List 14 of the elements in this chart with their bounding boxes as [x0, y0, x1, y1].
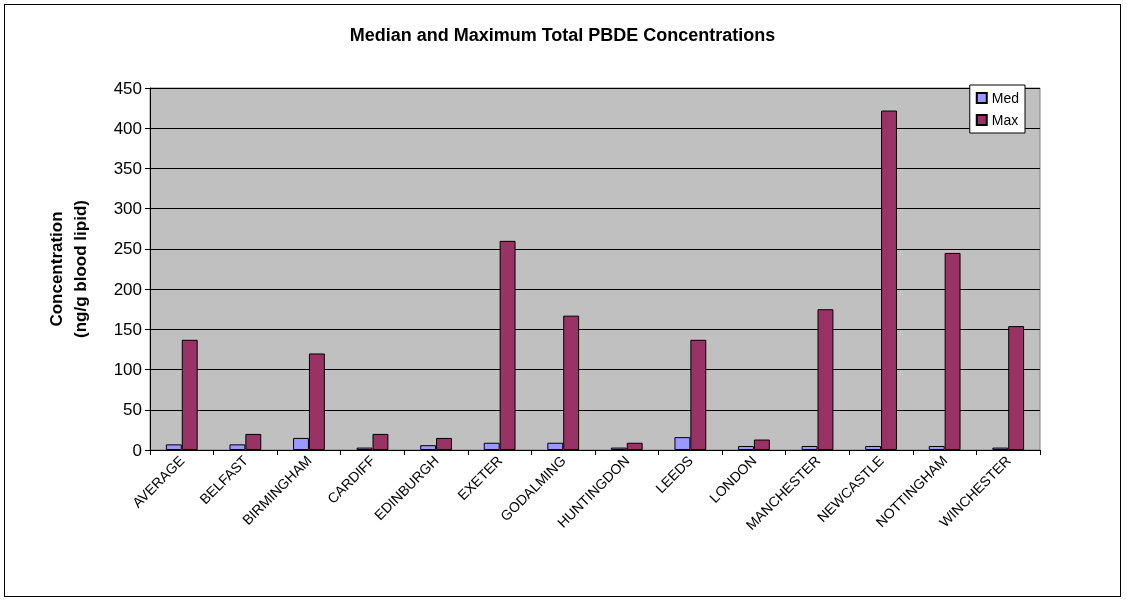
y-tick-label: 0	[132, 440, 142, 460]
y-tick-label: 150	[113, 319, 142, 339]
legend-label: Med	[991, 90, 1019, 106]
y-tick-label: 300	[113, 199, 142, 219]
y-axis-title: Concentration (ng/g blood lipid)	[46, 200, 90, 338]
y-tick-label: 400	[113, 118, 142, 138]
legend-label: Max	[991, 112, 1019, 128]
y-tick-label: 350	[113, 158, 142, 178]
y-tick-label: 450	[113, 78, 142, 98]
y-tick-label: 50	[123, 400, 142, 420]
y-tick-label: 100	[113, 360, 142, 380]
chart-title: Median and Maximum Total PBDE Concentrations	[349, 25, 776, 45]
y-tick-label: 250	[113, 239, 142, 259]
y-tick-label: 200	[113, 279, 142, 299]
